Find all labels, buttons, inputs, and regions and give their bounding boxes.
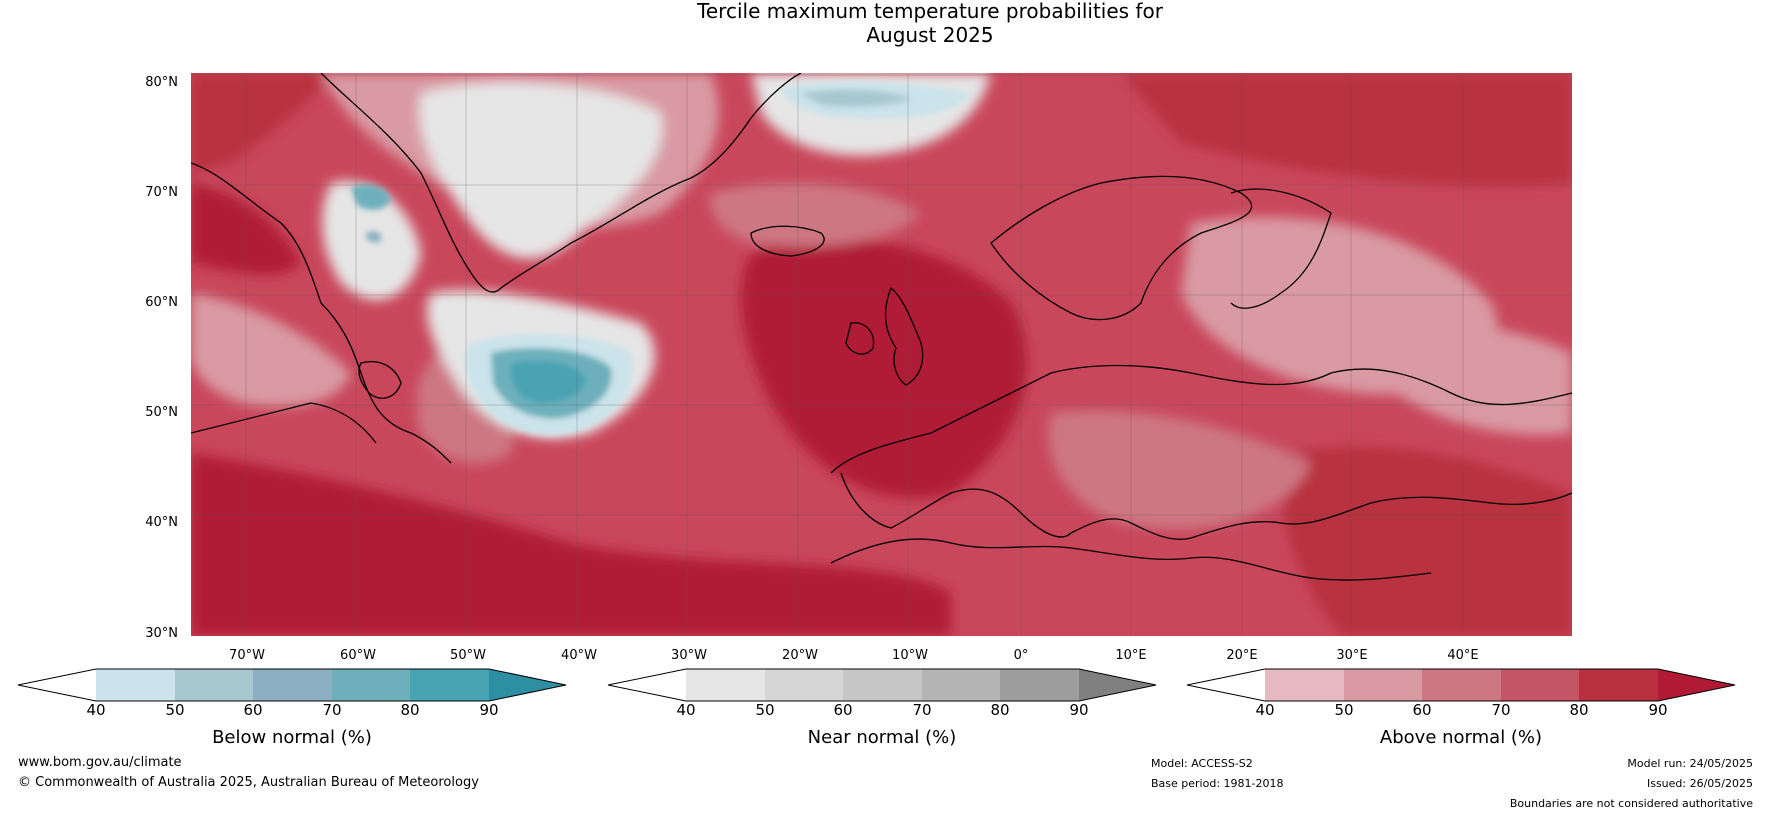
colorbar-above-tick: 80	[1569, 701, 1589, 719]
colorbar-near-segment-2	[765, 669, 843, 701]
colorbar-below-tick: 50	[165, 701, 185, 719]
lat-label-30n: 30°N	[145, 626, 178, 641]
colorbar-near-tick: 70	[912, 701, 932, 719]
colorbar-below-tick: 40	[86, 701, 106, 719]
colorbar-above-segment-0	[1187, 669, 1265, 701]
lon-label-70w: 70°W	[229, 648, 265, 663]
colorbar-below-segment-0	[18, 669, 96, 701]
colorbar-near-tick: 60	[833, 701, 853, 719]
footer-site: www.bom.gov.au/climate	[18, 755, 182, 770]
footer-base-period: Base period: 1981-2018	[1151, 777, 1284, 790]
colorbar-near-segment-4	[922, 669, 1000, 701]
colorbar-below-tick: 90	[479, 701, 499, 719]
colorbar-below-segment-2	[175, 669, 253, 701]
colorbar-above-segment-4	[1501, 669, 1579, 701]
colorbar-above-segment-3	[1422, 669, 1501, 701]
colorbar-near-segment-1	[686, 669, 765, 701]
colorbar-below-segment-1	[96, 669, 175, 701]
map-title-line1: Tercile maximum temperature probabilitie…	[697, 0, 1163, 23]
colorbar-below-segment-3	[253, 669, 332, 701]
colorbar-above-segment-5	[1579, 669, 1658, 701]
footer-copyright: © Commonwealth of Australia 2025, Austra…	[18, 775, 479, 790]
colorbar-below-segment-4	[332, 669, 410, 701]
lon-label-60w: 60°W	[340, 648, 376, 663]
colorbar-near-tick: 50	[755, 701, 775, 719]
colorbar-near-segment-5	[1000, 669, 1079, 701]
footer-issued: Issued: 26/05/2025	[1646, 777, 1753, 790]
map-title: Tercile maximum temperature probabilitie…	[0, 0, 1770, 47]
colorbar-below-tick: 60	[243, 701, 263, 719]
colorbar-above-tick: 40	[1255, 701, 1275, 719]
colorbar-above-segment-1	[1265, 669, 1344, 701]
colorbar-above-tick: 50	[1334, 701, 1354, 719]
probability-map-canvas	[191, 73, 1572, 636]
colorbar-below-title: Below normal (%)	[212, 727, 372, 748]
colorbar-near-tick: 80	[990, 701, 1010, 719]
footer-disclaimer: Boundaries are not considered authoritat…	[1509, 797, 1753, 810]
colorbar-below-segment-6	[489, 669, 566, 701]
lon-label-20e: 20°E	[1226, 648, 1258, 663]
lon-label-30e: 30°E	[1336, 648, 1368, 663]
colorbar-above-tick: 60	[1412, 701, 1432, 719]
lon-label-10e: 10°E	[1115, 648, 1147, 663]
colorbar-near-tick: 40	[676, 701, 696, 719]
probability-map	[191, 73, 1572, 636]
colorbar-below-tick: 70	[322, 701, 342, 719]
colorbar-below-tick: 80	[400, 701, 420, 719]
colorbar-near-segment-3	[843, 669, 922, 701]
lat-label-70n: 70°N	[145, 185, 178, 200]
footer-model-run: Model run: 24/05/2025	[1627, 757, 1753, 770]
colorbar-near-tick: 90	[1069, 701, 1089, 719]
colorbar-near-segment-6	[1079, 669, 1156, 701]
colorbar-above-tick: 90	[1648, 701, 1668, 719]
colorbar-near-normal	[607, 668, 1157, 702]
colorbar-near-title: Near normal (%)	[807, 727, 957, 748]
colorbar-above-title: Above normal (%)	[1379, 727, 1543, 748]
lon-label-0: 0°	[1013, 648, 1029, 663]
colorbar-above-segment-6	[1658, 669, 1735, 701]
colorbar-below-normal	[17, 668, 567, 702]
colorbar-near-segment-0	[608, 669, 686, 701]
lon-label-50w: 50°W	[450, 648, 486, 663]
lat-label-40n: 40°N	[145, 515, 178, 530]
lat-label-50n: 50°N	[145, 405, 178, 420]
colorbar-above-normal	[1186, 668, 1736, 702]
map-title-line2: August 2025	[866, 23, 994, 47]
footer-model: Model: ACCESS-S2	[1151, 757, 1253, 770]
lon-label-30w: 30°W	[671, 648, 707, 663]
colorbar-below-segment-5	[410, 669, 489, 701]
lat-label-80n: 80°N	[145, 75, 178, 90]
colorbar-above-segment-2	[1344, 669, 1422, 701]
lon-label-10w: 10°W	[892, 648, 928, 663]
lon-label-40e: 40°E	[1447, 648, 1479, 663]
lat-label-60n: 60°N	[145, 295, 178, 310]
lon-label-40w: 40°W	[561, 648, 597, 663]
colorbar-above-tick: 70	[1491, 701, 1511, 719]
lon-label-20w: 20°W	[782, 648, 818, 663]
